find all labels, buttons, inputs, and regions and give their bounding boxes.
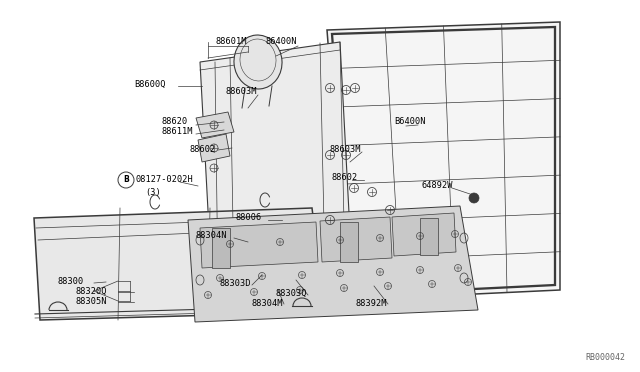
Polygon shape [198,134,230,162]
Polygon shape [340,222,358,262]
Polygon shape [200,42,352,285]
Polygon shape [392,213,456,256]
Polygon shape [34,208,325,320]
Text: 88304M: 88304M [252,298,284,308]
Polygon shape [200,222,318,268]
Text: 88303D: 88303D [220,279,252,288]
Text: B: B [123,176,129,185]
Polygon shape [327,22,560,300]
Ellipse shape [234,35,282,89]
Text: 88603M: 88603M [330,145,362,154]
Text: 64892W: 64892W [422,182,454,190]
Text: 88620: 88620 [162,118,188,126]
Polygon shape [188,206,478,322]
Text: 88304N: 88304N [196,231,227,241]
Polygon shape [420,218,438,255]
Text: 88601M: 88601M [216,38,248,46]
Text: 88611M: 88611M [162,128,193,137]
Polygon shape [212,228,230,268]
Text: 88006: 88006 [236,214,262,222]
Text: 88602: 88602 [190,145,216,154]
Polygon shape [320,217,392,262]
Text: B6400N: B6400N [394,118,426,126]
Text: 88303Q: 88303Q [276,289,307,298]
Text: 08127-0202H: 08127-0202H [136,176,194,185]
Circle shape [469,193,479,203]
Polygon shape [196,112,234,138]
Text: RB000042: RB000042 [585,353,625,362]
Text: 88603M: 88603M [226,87,257,96]
Text: 88320Q: 88320Q [76,286,108,295]
Text: 88392M: 88392M [356,298,387,308]
Text: 88300: 88300 [58,276,84,285]
Text: (3): (3) [145,187,161,196]
Text: 88602: 88602 [332,173,358,183]
Text: 86400N: 86400N [266,38,298,46]
Text: 88305N: 88305N [76,296,108,305]
Text: B8600Q: B8600Q [134,80,166,89]
